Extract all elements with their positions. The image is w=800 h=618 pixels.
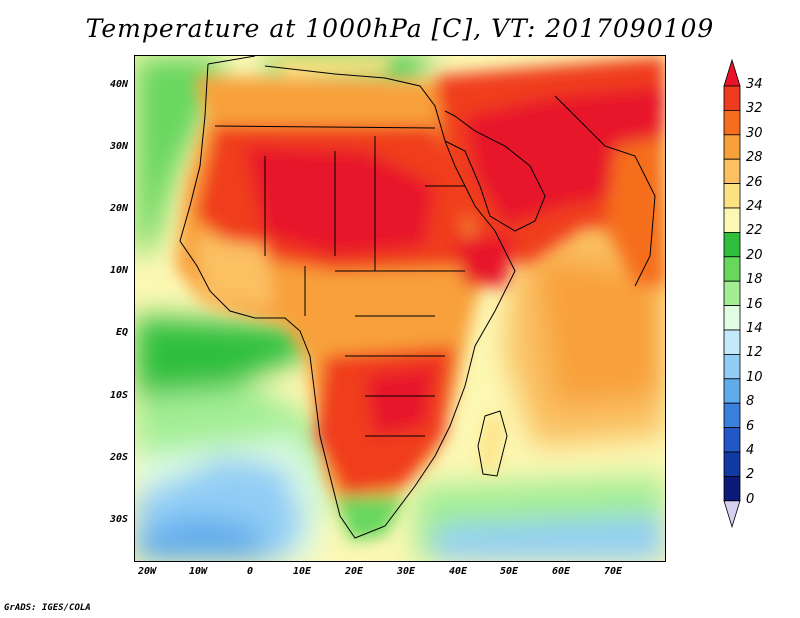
lon-tick: 0 (246, 566, 254, 577)
colorbar-label: 20 (746, 247, 763, 263)
colorbar-segment (723, 353, 741, 380)
lon-tick: 20E (344, 566, 364, 577)
colorbar-segment (723, 427, 741, 453)
lat-tick: 20S (109, 452, 128, 463)
colorbar-label: 28 (746, 150, 763, 166)
lat-tick: EQ (115, 327, 128, 338)
colorbar-segment (723, 231, 741, 258)
colorbar-segment (723, 85, 741, 111)
lon-tick: 30E (396, 566, 416, 577)
colorbar-bottom-triangle (723, 500, 741, 529)
colorbar-top-triangle (723, 58, 741, 87)
colorbar-segment (723, 378, 741, 404)
colorbar-label: 6 (746, 418, 755, 434)
colorbar-label: 14 (746, 321, 763, 336)
temperature-map (134, 55, 666, 562)
lon-tick: 50E (499, 566, 519, 577)
lon-tick: 60E (551, 566, 571, 577)
lat-tick: 10S (109, 390, 128, 401)
coastlines (179, 56, 656, 539)
colorbar-label: 8 (746, 394, 755, 410)
grads-credit: GrADS: IGES/COLA (4, 603, 91, 613)
colorbar-segment (723, 305, 741, 331)
colorbar-segment (723, 158, 741, 184)
colorbar-segment (723, 402, 741, 429)
colorbar-label: 26 (746, 174, 763, 190)
colorbar-label: 16 (746, 296, 763, 312)
colorbar-label: 10 (746, 369, 763, 385)
colorbar-label: 32 (746, 101, 763, 117)
colorbar-segment (723, 183, 741, 209)
lat-tick: 30N (109, 141, 128, 152)
temperature-field (135, 56, 665, 561)
colorbar (723, 58, 741, 529)
lon-tick: 70E (603, 566, 623, 577)
colorbar-label: 22 (746, 223, 763, 239)
colorbar-label: 24 (746, 199, 763, 214)
colorbar-label: 30 (746, 125, 763, 141)
colorbar-segment (723, 134, 741, 160)
colorbar-label: 2 (746, 467, 755, 483)
lat-tick: 40N (109, 79, 128, 90)
colorbar-label: 12 (746, 345, 763, 361)
colorbar-segment (723, 280, 741, 306)
lat-tick: 10N (109, 265, 128, 276)
colorbar-segment (723, 256, 741, 282)
lat-tick: 20N (109, 203, 128, 214)
lon-tick: 10W (188, 566, 208, 577)
lon-tick: 40E (448, 566, 468, 577)
lat-tick: 30S (109, 514, 128, 525)
colorbar-label: 34 (746, 77, 763, 92)
colorbar-segment (723, 329, 741, 355)
colorbar-label: 0 (746, 491, 755, 507)
lon-tick: 20W (137, 566, 157, 577)
colorbar-segment (723, 207, 741, 233)
colorbar-label: 18 (746, 272, 763, 288)
colorbar-segment (723, 110, 741, 136)
colorbar-label: 4 (746, 443, 755, 458)
colorbar-segment (723, 451, 741, 477)
lon-tick: 10E (292, 566, 312, 577)
colorbar-segment (723, 475, 741, 502)
map-title: Temperature at 1000hPa [C], VT: 20170901… (85, 14, 715, 43)
